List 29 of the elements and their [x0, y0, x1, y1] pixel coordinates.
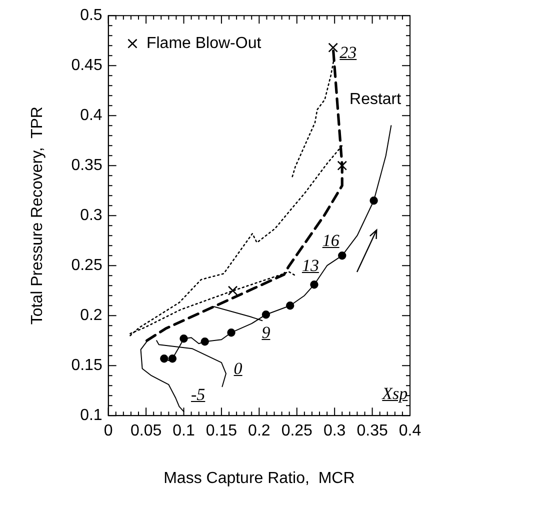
- x-tick-label: 0.4: [398, 422, 422, 440]
- x-tick-label: 0: [104, 422, 113, 440]
- annotation: 13: [302, 256, 319, 276]
- y-tick-label: 0.35: [71, 157, 102, 174]
- annotation: 23: [340, 42, 357, 63]
- y-tick-label: 0.2: [80, 307, 102, 324]
- x-tick-label: 0.05: [130, 422, 162, 440]
- annotation: 9: [262, 322, 270, 343]
- x-axis-title: Mass Capture Ratio, MCR: [164, 470, 355, 487]
- x-tick-label: 0.35: [356, 422, 388, 440]
- y-tick-label: 0.5: [80, 7, 102, 24]
- y-tick-label: 0.1: [80, 407, 102, 424]
- y-tick-label: 0.15: [71, 357, 102, 374]
- y-tick-label: 0.45: [71, 57, 102, 74]
- y-axis-title: Total Pressure Recovery, TPR: [29, 106, 46, 325]
- x-tick-label: 0.25: [281, 422, 313, 440]
- annotation: -5: [190, 384, 206, 405]
- annotation: Xsp: [382, 384, 408, 404]
- annotation: 16: [322, 230, 340, 251]
- legend-label: Flame Blow-Out: [146, 35, 262, 52]
- x-tick-label: 0.3: [323, 422, 346, 440]
- y-tick-label: 0.25: [71, 257, 102, 274]
- x-tick-label: 0.15: [206, 422, 238, 440]
- x-tick-label: 0.2: [248, 422, 270, 440]
- y-tick-label: 0.4: [80, 107, 102, 124]
- x-tick-label: 0.1: [172, 422, 195, 440]
- y-tick-label: 0.3: [80, 207, 102, 224]
- annotation: Restart: [350, 90, 402, 109]
- annotation: 0: [234, 358, 242, 379]
